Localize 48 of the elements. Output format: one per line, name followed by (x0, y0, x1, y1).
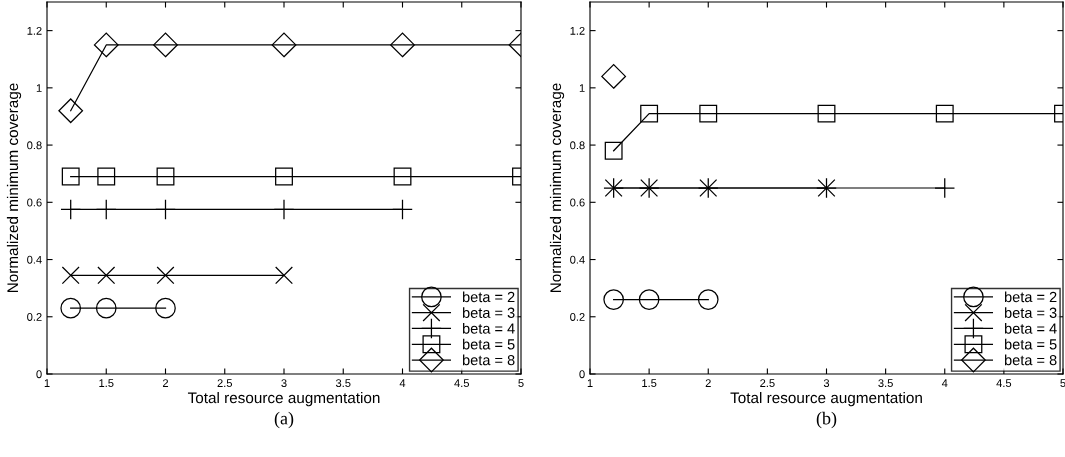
x-tick-label: 4 (941, 379, 948, 387)
x-tick-label: 1.5 (642, 379, 657, 388)
x-tick-label: 1 (44, 379, 50, 387)
x-tick-label: 1.5 (99, 379, 114, 388)
x-tick-label: 5 (518, 379, 524, 388)
y-tick-label: 0.2 (570, 313, 585, 321)
y-tick-label: 0 (36, 370, 42, 379)
y-tick-label: 1 (36, 84, 42, 92)
y-tick-label: 0.8 (27, 141, 42, 150)
x-tick-label: 2.5 (760, 379, 775, 388)
x-tick-label: 3.5 (878, 379, 893, 388)
x-tick-label: 3 (823, 379, 830, 388)
text: (a) (274, 411, 294, 429)
x-tick-label: 2.5 (217, 379, 233, 388)
x-axis-title: Total resource augmentation (187, 392, 380, 407)
y-tick-label: 1 (579, 84, 585, 92)
legend-label: beta = 8 (1005, 354, 1057, 366)
x-tick-label: 2 (705, 379, 711, 387)
legend-label: beta = 2 (1005, 291, 1057, 303)
text: (b) (816, 411, 837, 429)
y-tick-label: 1.2 (27, 26, 42, 35)
x-tick-label: 5 (1060, 379, 1065, 388)
y-tick-label: 0 (579, 370, 585, 379)
x-tick-label: 4.5 (454, 379, 470, 388)
x-tick-label: 1 (587, 379, 593, 387)
legend-label: beta = 2 (463, 291, 515, 303)
legend-label: beta = 5 (463, 338, 515, 350)
legend-label: beta = 4 (1005, 323, 1057, 334)
y-axis-title: Normalized minimum coverage (549, 83, 565, 293)
legend-label: beta = 4 (463, 323, 515, 334)
y-tick-label: 0.4 (570, 255, 585, 264)
x-tick-label: 3 (281, 379, 287, 388)
y-tick-label: 0.8 (570, 141, 585, 150)
x-tick-label: 4.5 (996, 379, 1012, 388)
legend-label: beta = 5 (1005, 338, 1057, 350)
x-tick-label: 3.5 (335, 379, 351, 388)
y-tick-label: 0.4 (27, 255, 42, 264)
y-tick-label: 0.6 (27, 198, 42, 207)
x-tick-label: 2 (162, 379, 169, 387)
y-tick-label: 0.6 (570, 198, 585, 207)
y-axis-title: Normalized minimum coverage (6, 83, 22, 293)
x-tick-label: 4 (399, 379, 406, 387)
y-tick-label: 1.2 (570, 26, 585, 35)
y-tick-label: 0.2 (27, 313, 42, 321)
x-axis-title: Total resource augmentation (730, 392, 922, 407)
legend-label: beta = 8 (463, 354, 515, 366)
legend-label: beta = 3 (1005, 307, 1057, 318)
legend-label: beta = 3 (463, 307, 515, 318)
